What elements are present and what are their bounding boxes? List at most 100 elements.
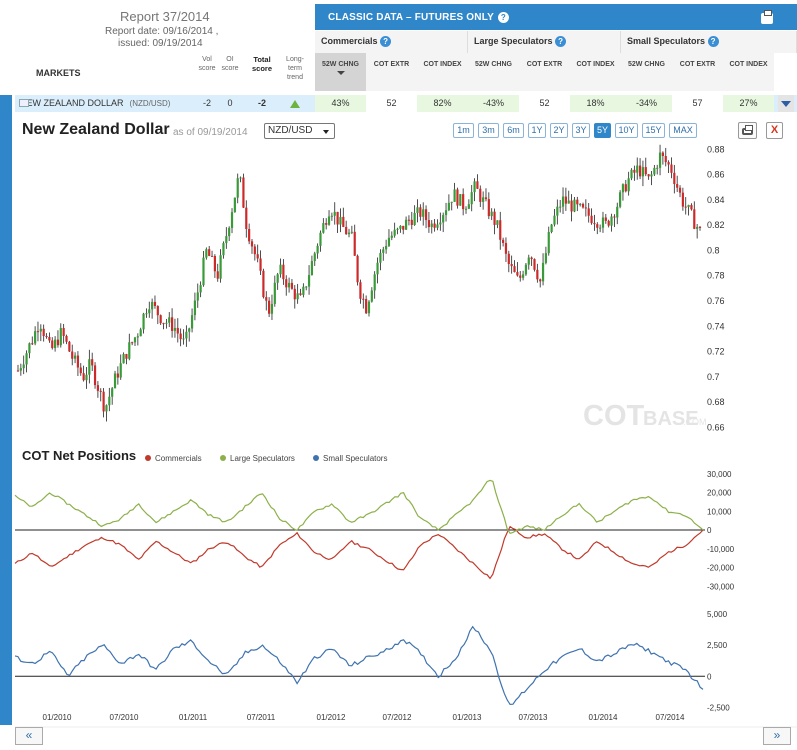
candle-body: [296, 293, 299, 300]
candle-body: [116, 373, 119, 378]
candle-body: [633, 169, 636, 173]
candle-body: [599, 227, 602, 229]
candle-body: [310, 261, 314, 276]
chart-area[interactable]: 0.66 0.68 0.7 0.72 0.74 0.76 0.78 0.8 0.82 0.84 0.…: [0, 140, 797, 750]
value-comm-index: 82%: [417, 95, 468, 112]
candle-body: [550, 224, 553, 233]
candle-body: [479, 188, 482, 202]
candle-body: [236, 178, 239, 198]
series-line-small-speculators: [14, 625, 704, 706]
candle-body: [601, 217, 605, 228]
candle-body: [516, 272, 519, 276]
pair-select[interactable]: NZD/USD: [264, 123, 335, 139]
candle-body: [573, 199, 576, 212]
help-icon[interactable]: ?: [555, 36, 567, 48]
candle-body: [190, 315, 194, 329]
candle-body: [387, 237, 391, 246]
print-icon[interactable]: [761, 10, 773, 24]
candle-body: [510, 264, 513, 267]
candle-body: [365, 299, 368, 314]
candle-body: [644, 167, 647, 175]
expand-icon[interactable]: [19, 99, 29, 107]
candle-body: [607, 220, 610, 226]
sort-52w-small[interactable]: 52W CHNG: [621, 53, 672, 91]
candle-body: [456, 189, 459, 206]
candle-body: [193, 300, 197, 316]
trend-up-icon: [281, 95, 309, 112]
candle-body: [547, 232, 550, 254]
candle-body: [36, 331, 40, 333]
candle-body: [16, 370, 20, 372]
help-icon[interactable]: ?: [707, 36, 719, 48]
candle-body: [282, 264, 285, 280]
y-tick-label: 10,000: [707, 507, 732, 516]
range-max-button[interactable]: MAX: [669, 123, 697, 138]
range-3m-button[interactable]: 3m: [478, 123, 499, 138]
candle-body: [684, 206, 687, 208]
candle-body: [539, 279, 542, 282]
candle-body: [404, 219, 408, 230]
candle-body: [205, 249, 208, 258]
value-large-extr: 52: [519, 95, 570, 112]
candle-body: [576, 199, 579, 205]
range-15y-button[interactable]: 15Y: [642, 123, 665, 138]
range-6m-button[interactable]: 6m: [503, 123, 524, 138]
range-1m-button[interactable]: 1m: [453, 123, 474, 138]
candle-body: [142, 313, 145, 330]
range-5y-button[interactable]: 5Y: [594, 123, 611, 138]
candle-body: [31, 343, 34, 345]
candle-body: [604, 217, 607, 221]
candle-body: [268, 300, 271, 314]
sort-52w-commercials[interactable]: 52W CHNG: [315, 53, 366, 91]
table-row[interactable]: NEW ZEALAND DOLLAR (NZD/USD) -2 0 -2 43% …: [15, 95, 797, 112]
candle-body: [638, 165, 642, 177]
print-chart-button[interactable]: [738, 122, 757, 139]
sort-52w-large[interactable]: 52W CHNG: [468, 53, 519, 91]
candle-body: [91, 359, 94, 366]
candle-body: [339, 216, 342, 225]
row-dropdown-icon[interactable]: [778, 95, 794, 112]
candle-body: [647, 174, 650, 177]
sort-index-small[interactable]: COT INDEX: [723, 53, 774, 91]
candle-body: [65, 335, 68, 342]
total-score: -2: [257, 98, 266, 108]
candle-body: [93, 365, 97, 386]
sort-extr-commercials[interactable]: COT EXTR: [366, 53, 417, 91]
candle-body: [242, 177, 245, 208]
range-1y-button[interactable]: 1Y: [528, 123, 546, 138]
range-10y-button[interactable]: 10Y: [615, 123, 638, 138]
candle-body: [402, 225, 405, 230]
candle-body: [39, 328, 42, 332]
candle-body: [182, 338, 185, 340]
candle-body: [228, 227, 231, 237]
candle-body: [462, 194, 465, 210]
sort-extr-large[interactable]: COT EXTR: [519, 53, 570, 91]
candle-body: [430, 223, 433, 228]
sort-index-large[interactable]: COT INDEX: [570, 53, 621, 91]
candle-body: [376, 262, 379, 275]
candle-body: [225, 236, 228, 244]
candle-body: [653, 167, 656, 175]
help-icon[interactable]: ?: [497, 12, 509, 23]
candle-body: [51, 340, 54, 349]
y-tick-label: 0.68: [707, 397, 725, 407]
y-tick-label: -10,000: [707, 545, 735, 554]
candle-body: [307, 275, 311, 287]
candle-body: [490, 211, 493, 217]
help-icon[interactable]: ?: [380, 36, 392, 48]
candle-body: [99, 390, 102, 392]
close-button[interactable]: X: [766, 122, 783, 139]
range-2y-button[interactable]: 2Y: [550, 123, 568, 138]
sort-index-commercials[interactable]: COT INDEX: [417, 53, 468, 91]
candle-body: [248, 229, 251, 242]
candle-body: [230, 212, 234, 228]
market-name[interactable]: NEW ZEALAND DOLLAR (NZD/USD): [20, 98, 171, 108]
prev-button[interactable]: «: [15, 727, 43, 745]
sort-extr-small[interactable]: COT EXTR: [672, 53, 723, 91]
x-tick-label: 07/2010: [110, 713, 139, 722]
candle-body: [34, 331, 37, 344]
candle-body: [419, 207, 422, 217]
candle-body: [333, 211, 336, 216]
next-button[interactable]: »: [763, 727, 791, 745]
range-3y-button[interactable]: 3Y: [572, 123, 590, 138]
